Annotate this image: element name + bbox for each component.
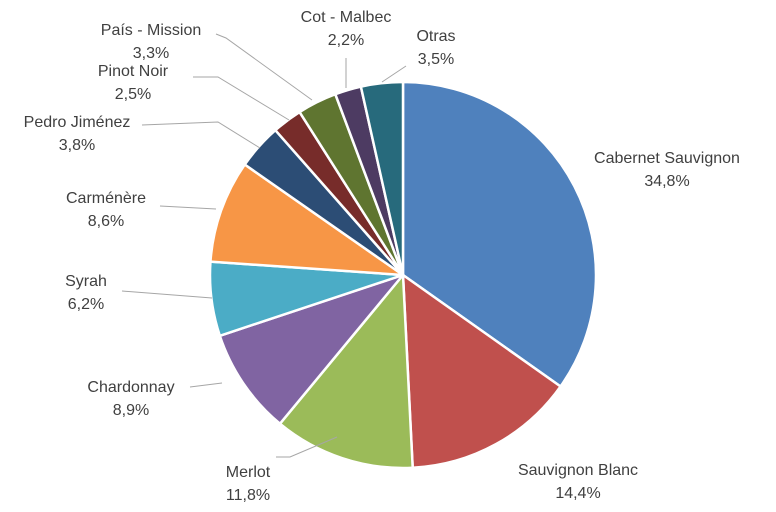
slice-name: Pedro Jiménez: [24, 114, 131, 131]
leader-line-otras: [381, 65, 407, 83]
slice-percent: 8,9%: [113, 402, 149, 419]
slice-percent: 11,8%: [226, 487, 270, 504]
slice-percent: 2,2%: [328, 32, 364, 49]
data-label-cabernet-sauvignon: Cabernet Sauvignon 34,8%: [594, 150, 740, 190]
leader-line-pedro-jimenez: [141, 121, 261, 149]
leader-line-pinot-noir: [193, 76, 290, 121]
slice-name: País - Mission: [101, 22, 201, 39]
slice-name: Sauvignon Blanc: [518, 462, 638, 479]
slice-percent: 2,5%: [115, 86, 151, 103]
slice-percent: 3,5%: [418, 51, 454, 68]
data-label-chardonnay: Chardonnay 8,9%: [87, 379, 174, 419]
slice-name: Carménère: [66, 190, 146, 207]
leader-line-merlot: [276, 436, 338, 458]
slice-name: Cot - Malbec: [301, 9, 392, 26]
slice-percent: 3,3%: [133, 45, 169, 62]
slice-percent: 8,6%: [88, 213, 124, 230]
data-label-syrah: Syrah 6,2%: [65, 273, 107, 313]
data-label-otras: Otras 3,5%: [416, 28, 455, 68]
slice-name: Syrah: [65, 273, 107, 290]
data-label-pais-mission: País - Mission 3,3%: [101, 22, 201, 62]
slice-percent: 3,8%: [59, 137, 95, 154]
slice-percent: 34,8%: [644, 173, 689, 190]
slice-name: Cabernet Sauvignon: [594, 150, 740, 167]
data-label-sauvignon-blanc: Sauvignon Blanc 14,4%: [518, 462, 638, 502]
data-label-carmenere: Carménère 8,6%: [66, 190, 146, 230]
slice-labels: Cabernet Sauvignon 34,8% Sauvignon Blanc 14…: [24, 9, 740, 504]
leader-line-syrah: [121, 290, 213, 299]
leader-line-chardonnay: [189, 382, 223, 388]
pie-slice-merlot: [278, 273, 414, 470]
leader-line-carmenere: [159, 205, 217, 210]
slice-name: Merlot: [226, 464, 271, 481]
pie-slice-carmenere: [209, 163, 405, 277]
pie-slice-cabernet-sauvignon: [401, 80, 598, 388]
data-label-cot-malbec: Cot - Malbec 2,2%: [301, 9, 392, 49]
data-label-pedro-jimenez: Pedro Jiménez 3,8%: [24, 114, 131, 154]
pie-slices: [208, 80, 598, 470]
pie-slice-sauvignon-blanc: [401, 273, 562, 470]
slice-name: Otras: [416, 28, 455, 45]
pie-slice-otras: [359, 80, 405, 277]
slice-percent: 14,4%: [555, 485, 600, 502]
leader-lines: [121, 33, 407, 458]
data-label-pinot-noir: Pinot Noir 2,5%: [98, 63, 169, 103]
pie-slice-chardonnay: [218, 273, 405, 425]
slice-percent: 6,2%: [68, 296, 104, 313]
slice-name: Pinot Noir: [98, 63, 169, 80]
data-label-merlot: Merlot 11,8%: [226, 464, 271, 504]
leader-line-pais-mission: [215, 33, 313, 101]
slice-name: Chardonnay: [87, 379, 174, 396]
